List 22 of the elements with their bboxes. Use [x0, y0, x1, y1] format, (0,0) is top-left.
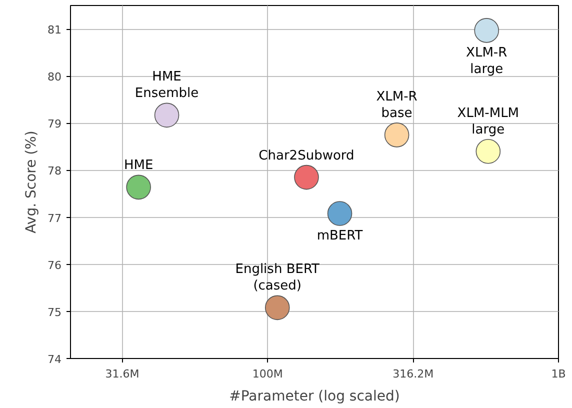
- y-tick-label: 79: [48, 118, 62, 131]
- y-tick-label: 74: [48, 353, 62, 366]
- x-axis-title: #Parameter (log scaled): [229, 388, 400, 404]
- x-tick-label: 1B: [551, 368, 566, 380]
- x-tick-label: 316.2M: [392, 368, 434, 380]
- series-label: English BERT (cased): [235, 262, 320, 294]
- y-tick-label: 81: [48, 24, 62, 37]
- y-axis-title: Avg. Score (%): [24, 130, 40, 234]
- series-label: XLM-R large: [466, 45, 508, 77]
- series-label: HME: [124, 158, 154, 174]
- y-tick-label: 78: [48, 164, 62, 178]
- series-label: HME Ensemble: [134, 70, 199, 102]
- y-tick-label: 75: [48, 306, 62, 319]
- y-tick-label: 77: [48, 212, 62, 225]
- x-tick-label: 31.6M: [105, 368, 140, 380]
- y-tick-label: 76: [48, 258, 62, 272]
- series-label: Char2Subword: [258, 148, 354, 164]
- x-tick-label: 100M: [252, 368, 283, 380]
- series-label: XLM-MLM large: [457, 106, 520, 138]
- series-label: mBERT: [316, 228, 363, 244]
- series-label: XLM-R base: [376, 89, 418, 121]
- y-tick-label: 80: [48, 70, 62, 84]
